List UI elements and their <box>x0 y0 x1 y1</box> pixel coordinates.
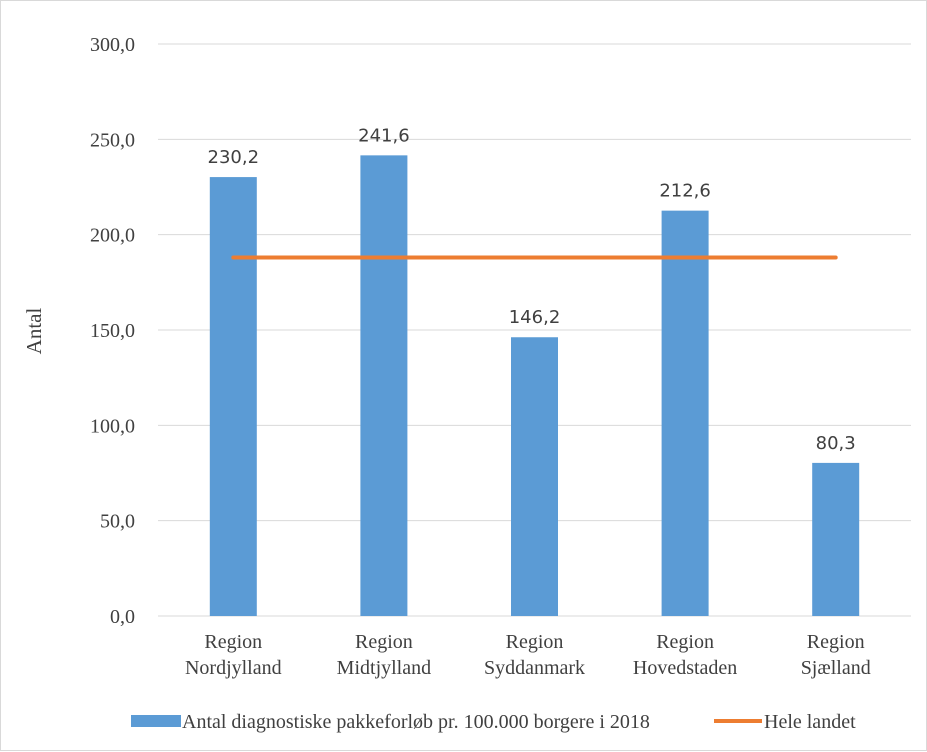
y-tick-label: 150,0 <box>90 320 135 342</box>
x-category-label: Region <box>506 631 564 653</box>
y-tick-label: 0,0 <box>110 606 135 628</box>
bar-data-label: 230,2 <box>208 147 260 168</box>
y-tick-label: 200,0 <box>90 225 135 247</box>
bar <box>812 462 860 616</box>
x-axis-categories: Region Nordjylland Region Midtjylland Region… <box>185 631 871 679</box>
bar-data-label: 146,2 <box>509 307 561 328</box>
x-category-label: Sjælland <box>801 657 871 679</box>
x-category-label: Midtjylland <box>337 657 431 679</box>
bar-data-label: 241,6 <box>358 125 410 146</box>
x-category-label: Region <box>204 631 262 653</box>
x-category-label: Nordjylland <box>185 657 282 679</box>
y-tick-label: 250,0 <box>90 129 135 151</box>
legend-swatch-bars <box>131 715 181 727</box>
y-tick-label: 300,0 <box>90 34 135 56</box>
x-category-label: Region <box>807 631 865 653</box>
legend-label-line: Hele landet <box>764 711 856 733</box>
bar-data-label: 80,3 <box>816 433 856 454</box>
bar <box>511 337 558 616</box>
y-tick-label: 100,0 <box>90 415 135 437</box>
y-axis-title: Antal <box>22 308 46 355</box>
x-category-label: Region <box>656 631 714 653</box>
bars <box>209 155 860 616</box>
y-tick-label: 50,0 <box>100 511 135 533</box>
x-category-label: Syddanmark <box>484 657 585 679</box>
legend: Antal diagnostiske pakkeforløb pr. 100.0… <box>131 711 856 733</box>
y-axis-ticks: 0,0 50,0 100,0 150,0 200,0 250,0 300,0 <box>90 34 135 628</box>
data-labels: 230,2 241,6 146,2 212,6 80,3 <box>208 125 856 454</box>
bar-data-label: 212,6 <box>659 181 711 202</box>
legend-label-bars: Antal diagnostiske pakkeforløb pr. 100.0… <box>182 711 650 733</box>
bar <box>661 210 709 616</box>
bar <box>360 155 408 616</box>
bar <box>209 177 257 616</box>
x-category-label: Region <box>355 631 413 653</box>
x-category-label: Hovedstaden <box>633 657 737 679</box>
